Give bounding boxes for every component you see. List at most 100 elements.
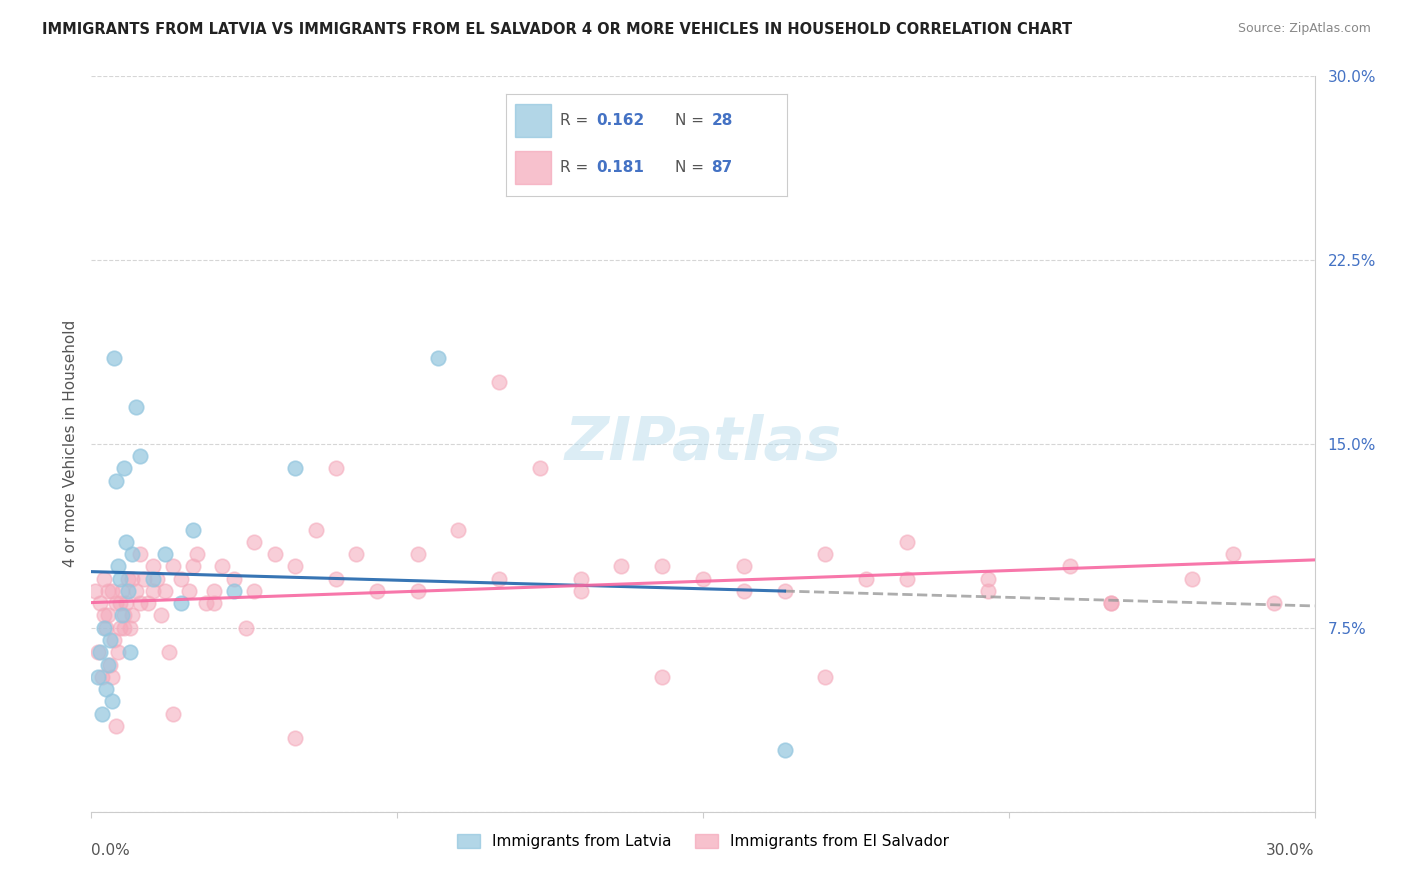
Point (1181, 572, 1204, 586)
Point (134, 572, 156, 586)
Point (1099, 596, 1122, 610)
Point (98, 633, 121, 648)
Point (94, 681, 117, 696)
Point (111, 608, 134, 623)
Text: Source: ZipAtlas.com: Source: ZipAtlas.com (1237, 22, 1371, 36)
Point (86, 670, 108, 684)
Text: R =: R = (560, 160, 593, 175)
Point (129, 547, 152, 561)
Point (104, 596, 127, 610)
Bar (515, 151, 551, 184)
Point (112, 621, 135, 635)
Point (814, 670, 837, 684)
Point (97, 584, 120, 599)
Point (90, 706, 112, 721)
Point (427, 351, 450, 365)
Point (304, 523, 326, 537)
Point (107, 559, 129, 574)
Point (569, 572, 592, 586)
Point (101, 584, 124, 599)
Point (103, 351, 125, 365)
Text: 28: 28 (711, 112, 733, 128)
Point (773, 743, 796, 757)
Point (101, 694, 124, 708)
Point (108, 621, 131, 635)
Point (97, 608, 120, 623)
Point (108, 596, 131, 610)
Point (117, 584, 139, 599)
Point (194, 596, 217, 610)
Point (170, 572, 193, 586)
Point (101, 670, 124, 684)
Point (406, 584, 429, 599)
Point (93, 621, 115, 635)
Text: IMMIGRANTS FROM LATVIA VS IMMIGRANTS FROM EL SALVADOR 4 OR MORE VEHICLES IN HOUS: IMMIGRANTS FROM LATVIA VS IMMIGRANTS FRO… (42, 22, 1073, 37)
Point (103, 633, 125, 648)
Point (120, 645, 142, 659)
Text: ZIPatlas: ZIPatlas (564, 414, 842, 474)
Point (855, 572, 877, 586)
Point (162, 706, 184, 721)
Point (202, 584, 225, 599)
Point (325, 572, 347, 586)
Point (284, 559, 307, 574)
Point (183, 559, 205, 574)
Point (1222, 547, 1244, 561)
Point (692, 572, 714, 586)
Point (243, 584, 266, 599)
Point (153, 547, 176, 561)
Text: 87: 87 (711, 160, 733, 175)
Point (211, 559, 233, 574)
Point (1263, 596, 1285, 610)
Point (488, 376, 510, 390)
Text: N =: N = (675, 160, 709, 175)
Point (115, 596, 138, 610)
Point (896, 534, 918, 549)
Text: 0.181: 0.181 (596, 160, 644, 175)
Point (129, 449, 152, 463)
Point (153, 584, 176, 599)
Point (94, 621, 117, 635)
Point (86, 645, 108, 659)
Point (977, 572, 1000, 586)
Point (222, 572, 246, 586)
Point (733, 584, 755, 599)
Point (733, 559, 755, 574)
Point (93, 572, 115, 586)
Point (447, 523, 470, 537)
Point (141, 584, 163, 599)
Point (651, 670, 673, 684)
Point (183, 523, 205, 537)
Point (120, 621, 142, 635)
Point (112, 461, 135, 475)
Point (1099, 596, 1122, 610)
Point (284, 731, 307, 746)
Point (111, 584, 134, 599)
Point (773, 584, 796, 599)
Point (138, 596, 160, 610)
Point (121, 608, 143, 623)
Point (186, 547, 208, 561)
Point (97, 657, 120, 672)
Point (170, 596, 193, 610)
Point (112, 608, 135, 623)
Point (814, 547, 837, 561)
Point (222, 584, 246, 599)
Point (1059, 559, 1081, 574)
Point (243, 534, 266, 549)
Point (104, 474, 127, 488)
Point (108, 572, 131, 586)
Point (488, 572, 510, 586)
Point (98, 657, 121, 672)
Point (529, 461, 551, 475)
Text: R =: R = (560, 112, 593, 128)
Point (125, 584, 148, 599)
Point (179, 584, 201, 599)
Text: 0.0%: 0.0% (91, 843, 131, 858)
Point (264, 547, 287, 561)
Point (84, 584, 107, 599)
Text: 0.162: 0.162 (596, 112, 644, 128)
Point (162, 559, 184, 574)
Y-axis label: 4 or more Vehicles in Household: 4 or more Vehicles in Household (62, 320, 77, 567)
Point (104, 719, 127, 733)
